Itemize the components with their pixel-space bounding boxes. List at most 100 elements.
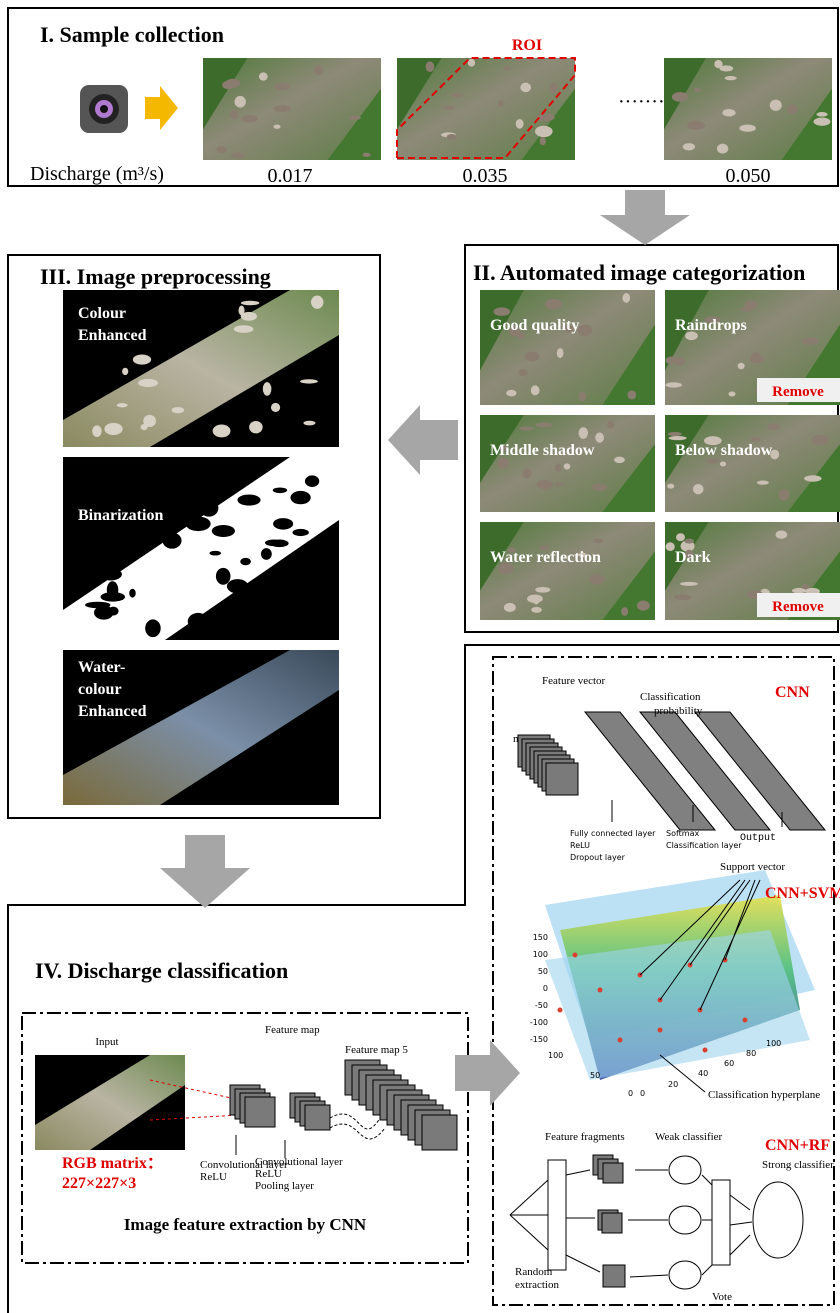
panel-title: III. Image preprocessing: [40, 264, 271, 289]
sample-point: [598, 988, 603, 993]
rock: [564, 463, 571, 469]
sample-point: [703, 1048, 708, 1053]
rock: [271, 403, 280, 412]
rock: [668, 432, 682, 436]
blob: [212, 525, 235, 537]
rock: [536, 423, 553, 428]
ellipsis: ·······: [618, 91, 665, 113]
axis-tick: 50: [538, 967, 548, 976]
feature-map: [603, 1163, 623, 1183]
rock: [122, 368, 128, 375]
connector: [330, 1114, 385, 1139]
rock: [349, 115, 361, 120]
layer-label: Dropout layer: [570, 853, 626, 862]
method-label: CNN+RF: [765, 1137, 830, 1154]
cnn-label: Feature vector: [542, 675, 606, 687]
axis-label: Discharge (m³/s): [30, 163, 164, 185]
rock: [524, 352, 539, 362]
extractor: [548, 1160, 566, 1270]
layer-label: Convolutional layer: [255, 1156, 343, 1168]
blob: [188, 613, 209, 630]
category-label: Below shadow: [675, 442, 773, 459]
blob: [184, 499, 200, 513]
rock: [540, 137, 546, 145]
rock: [680, 582, 698, 586]
rock: [213, 424, 231, 437]
rock: [589, 574, 605, 584]
rock: [231, 152, 245, 158]
axis-tick: 60: [724, 1059, 734, 1068]
rock: [537, 113, 555, 121]
step-label: Enhanced: [78, 327, 147, 344]
step-label: colour: [78, 681, 122, 698]
rock: [555, 464, 561, 472]
rock: [814, 117, 831, 125]
arrow: [388, 405, 458, 475]
blob: [108, 480, 130, 484]
rgb-label: 227×227×3: [62, 1175, 136, 1192]
rock: [694, 88, 701, 93]
rock: [531, 607, 542, 613]
rock: [535, 126, 553, 137]
method-label: CNN+SVM: [765, 885, 840, 902]
rock: [592, 484, 607, 491]
blob: [240, 558, 251, 565]
blob: [273, 518, 293, 530]
svm-label: Classification hyperplane: [708, 1089, 820, 1101]
rock: [249, 421, 263, 433]
rock: [811, 435, 829, 445]
method-label: CNN: [775, 684, 810, 701]
layer-label: Pooling layer: [255, 1180, 314, 1192]
sample-point: [618, 1038, 623, 1043]
blob: [237, 495, 260, 506]
feature-map: [602, 1213, 622, 1233]
rock: [637, 600, 650, 610]
blob: [99, 568, 122, 580]
axis-tick: 100: [766, 1039, 781, 1048]
rock: [557, 348, 564, 358]
rock: [527, 594, 543, 602]
panel-title: IV. Discharge classification: [35, 958, 288, 983]
rock: [117, 403, 128, 407]
rock: [172, 407, 184, 413]
rock: [216, 146, 226, 153]
rock: [555, 482, 564, 486]
blob: [186, 517, 211, 532]
cnn-label: probability: [654, 705, 703, 717]
rock: [138, 379, 158, 387]
remove-label: Remove: [772, 599, 824, 615]
rock: [104, 423, 122, 435]
rock: [757, 480, 769, 484]
axis-tick: -50: [535, 1001, 548, 1010]
rock: [504, 603, 516, 612]
axis-tick: -150: [530, 1035, 548, 1044]
rock: [303, 421, 315, 426]
rock: [578, 324, 593, 336]
preprocessed-images: [63, 290, 339, 805]
rock: [801, 584, 809, 589]
feature-map: [546, 763, 578, 795]
panel-title: I. Sample collection: [40, 22, 224, 47]
arrow-line: [236, 1135, 285, 1158]
rock: [804, 475, 821, 481]
rock: [676, 533, 685, 541]
blob: [129, 589, 135, 598]
layer-label: ReLU: [570, 841, 590, 850]
rock: [300, 379, 318, 383]
blob: [261, 548, 272, 560]
rf-label: Vote: [712, 1291, 732, 1303]
category-label: Raindrops: [675, 317, 747, 334]
rock: [498, 458, 510, 469]
rock: [745, 300, 758, 309]
rock: [722, 109, 735, 117]
rock: [273, 105, 290, 112]
rock: [665, 382, 681, 387]
rock: [738, 363, 745, 369]
rock: [550, 82, 558, 92]
rock: [714, 60, 722, 68]
rock: [693, 484, 704, 494]
rock: [725, 76, 737, 80]
blob: [291, 491, 311, 504]
rock: [607, 421, 614, 429]
arrow: [600, 190, 690, 245]
